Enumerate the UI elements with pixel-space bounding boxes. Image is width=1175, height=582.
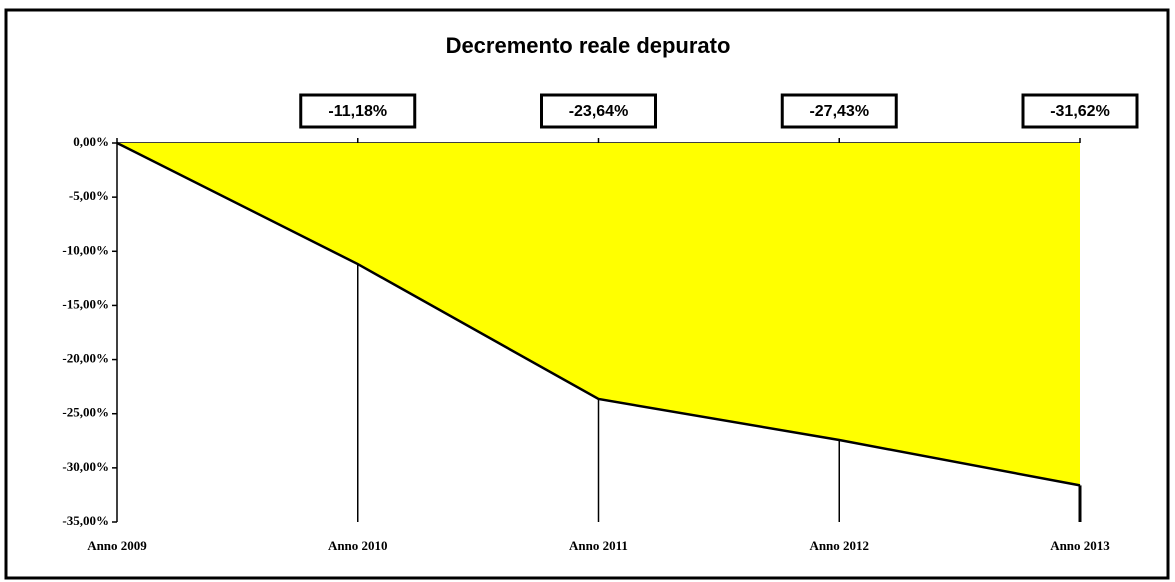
chart-title: Decremento reale depurato: [446, 33, 731, 58]
x-tick-label: Anno 2012: [809, 538, 869, 553]
x-tick-label: Anno 2013: [1050, 538, 1110, 553]
y-tick-label: -20,00%: [62, 351, 109, 366]
y-tick-label: -10,00%: [62, 242, 109, 257]
value-label: -31,62%: [1050, 103, 1110, 120]
value-label-box: [780, 93, 898, 129]
value-label-box: [540, 93, 657, 129]
line: [116, 141, 1081, 487]
y-tick-label: -35,00%: [62, 513, 109, 528]
area: [117, 143, 1080, 486]
x-tick-label: Anno 2011: [569, 538, 628, 553]
value-label: -27,43%: [809, 103, 869, 120]
x-tick-label: Anno 2010: [328, 538, 388, 553]
value-label-box: [1021, 93, 1139, 129]
y-tick-label: -15,00%: [62, 296, 109, 311]
value-label: -23,64%: [569, 103, 629, 120]
value-label-box: [299, 93, 417, 129]
y-tick-label: 0,00%: [73, 134, 109, 149]
value-label: -11,18%: [328, 103, 387, 120]
x-tick-label: Anno 2009: [87, 538, 147, 553]
y-tick-label: -25,00%: [62, 405, 109, 420]
y-tick-label: -5,00%: [69, 188, 109, 203]
y-tick-label: -30,00%: [62, 459, 109, 474]
